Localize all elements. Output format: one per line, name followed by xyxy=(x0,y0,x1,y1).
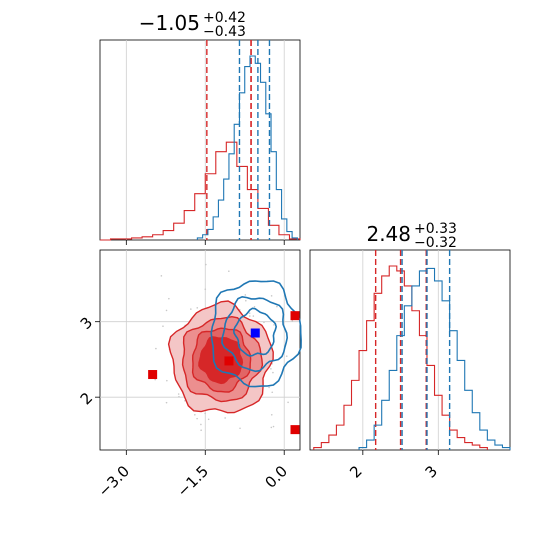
blue-contour-level xyxy=(210,280,302,388)
contour-sample-point xyxy=(248,312,251,314)
contour-sample-point xyxy=(168,297,170,300)
contour-sample-point xyxy=(166,379,168,382)
title-y-sup: +0.33 xyxy=(414,221,457,237)
contour-sample-point xyxy=(271,391,274,394)
contour-sample-point xyxy=(248,315,251,317)
contour-sample-point xyxy=(155,347,157,350)
contour-sample-point xyxy=(177,393,180,395)
hist-x-series-1-step xyxy=(196,55,298,240)
contour-sample-point xyxy=(252,315,255,317)
histogram-x-frame xyxy=(99,39,301,241)
contour-sample-point xyxy=(200,423,202,426)
contour-sample-point xyxy=(204,288,207,290)
contour-sample-point xyxy=(194,413,196,416)
marker-square xyxy=(224,356,234,366)
contour-sample-point xyxy=(272,371,274,374)
contour-tick-label-x: −1.5 xyxy=(174,462,212,500)
title-y-sub: −0.32 xyxy=(414,235,457,251)
contour-sample-point xyxy=(154,378,157,381)
contour-tick-label-x: 0.0 xyxy=(261,462,291,492)
marker-square xyxy=(250,328,260,338)
title-x-sup: +0.42 xyxy=(203,10,246,26)
contour-tick-label-x: −3.0 xyxy=(95,462,133,500)
hist-y-tick-label: 3 xyxy=(422,462,441,481)
contour-sample-point xyxy=(276,305,278,308)
contour-sample-point xyxy=(287,401,289,404)
contour-sample-point xyxy=(270,413,273,416)
title-y-main: 2.48 xyxy=(366,222,411,246)
contour-sample-point xyxy=(196,417,198,420)
hist-y-tick-label: 2 xyxy=(346,462,365,481)
contour-sample-point xyxy=(270,295,273,297)
contour-sample-point xyxy=(178,395,180,398)
contour-sample-point xyxy=(224,417,226,419)
contour-sample-point xyxy=(263,321,265,324)
contour-sample-point xyxy=(272,425,275,428)
contour-sample-point xyxy=(165,401,168,404)
red-contour-level xyxy=(198,336,244,385)
contour-tick-label-y: 3 xyxy=(77,313,96,332)
contour-sample-point xyxy=(200,429,202,432)
contour-sample-point xyxy=(190,308,192,310)
contour-sample-point xyxy=(291,320,294,322)
title-x-sub: −0.43 xyxy=(203,24,246,40)
contour-sample-point xyxy=(273,324,275,326)
contour-sample-point xyxy=(244,294,247,296)
marker-square xyxy=(290,425,300,435)
histogram-y-panel: 2.48 +0.33 −0.32 2 3 xyxy=(309,221,511,482)
contour-sample-point xyxy=(270,426,273,429)
hist-y-series-1-step xyxy=(358,267,511,450)
marker-square xyxy=(290,311,300,321)
contour-sample-point xyxy=(239,427,241,430)
contour-sample-point xyxy=(196,307,199,309)
blue-contour-level xyxy=(232,307,278,357)
contour-sample-point xyxy=(204,412,206,415)
contour-sample-point xyxy=(160,275,163,277)
contour-sample-point xyxy=(268,386,270,389)
title-x-main: −1.05 xyxy=(139,11,200,35)
contour-sample-point xyxy=(228,270,230,273)
contour-sample-point xyxy=(270,368,272,370)
blue-contour-level xyxy=(221,295,289,373)
contour-sample-point xyxy=(162,325,164,327)
contour-sample-point xyxy=(245,299,247,302)
contour-sample-point xyxy=(285,355,288,357)
contour-sample-point xyxy=(253,306,256,308)
histogram-x-panel: −1.05 +0.42 −0.43 xyxy=(99,10,301,245)
contour-tick-label-y: 2 xyxy=(77,389,96,408)
histogram-y-frame xyxy=(309,249,511,451)
contour-sample-point xyxy=(205,263,207,266)
hist-x-series-0-step xyxy=(100,141,301,241)
contour-sample-point xyxy=(165,309,168,312)
contour-sample-point xyxy=(207,418,210,421)
contour-panel: −3.0 −1.5 0.0 2 3 xyxy=(77,249,302,501)
marker-square xyxy=(148,370,158,380)
